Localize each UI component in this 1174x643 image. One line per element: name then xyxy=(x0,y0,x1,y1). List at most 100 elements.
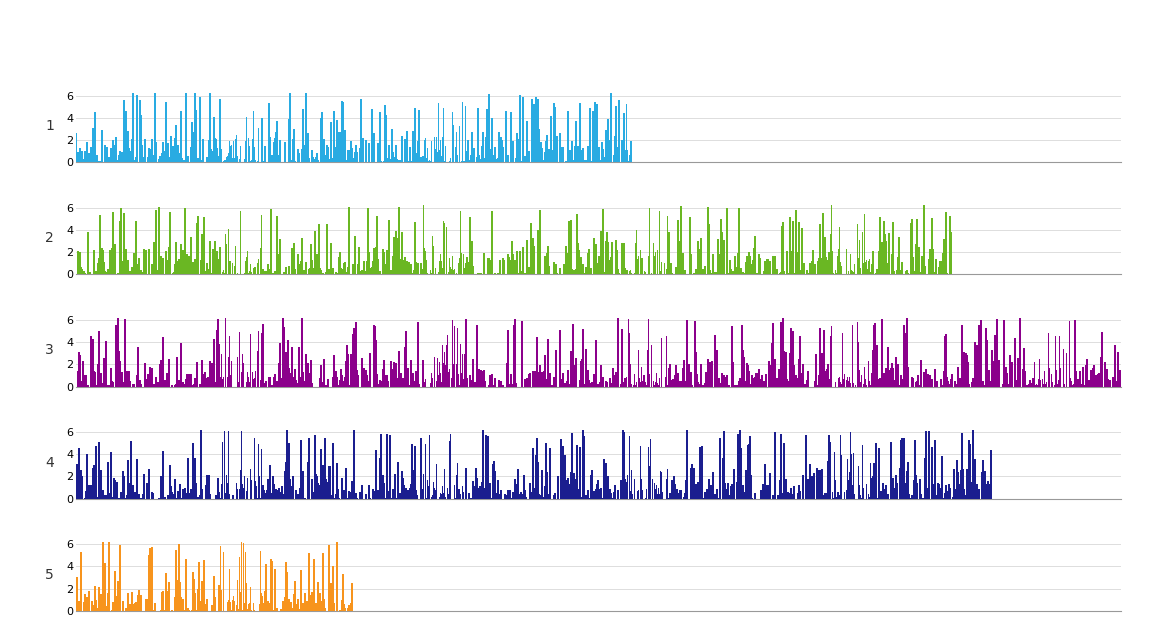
Bar xyxy=(849,472,850,499)
Bar xyxy=(248,604,249,611)
Bar xyxy=(663,264,666,275)
Bar xyxy=(774,432,776,499)
Bar xyxy=(95,271,97,275)
Bar xyxy=(283,318,284,386)
Bar xyxy=(560,158,562,163)
Bar xyxy=(600,231,601,275)
Bar xyxy=(1114,345,1116,386)
Bar xyxy=(748,252,750,275)
Bar xyxy=(586,380,588,386)
Bar xyxy=(332,444,333,499)
Bar xyxy=(101,494,103,499)
Bar xyxy=(487,154,490,163)
Bar xyxy=(716,489,718,499)
Bar xyxy=(224,431,225,499)
Bar xyxy=(706,372,707,386)
Bar xyxy=(121,266,123,275)
Bar xyxy=(549,448,551,499)
Bar xyxy=(450,435,451,499)
Bar xyxy=(610,383,613,386)
Bar xyxy=(980,320,981,386)
Bar xyxy=(601,142,602,163)
Bar xyxy=(760,258,761,275)
Bar xyxy=(387,158,389,163)
Bar xyxy=(245,583,248,611)
Bar xyxy=(321,118,322,163)
Bar xyxy=(425,251,426,275)
Bar xyxy=(676,489,679,499)
Bar xyxy=(1081,385,1084,386)
Bar xyxy=(426,158,427,163)
Bar xyxy=(263,603,265,611)
Bar xyxy=(641,478,642,499)
Bar xyxy=(877,269,878,275)
Bar xyxy=(585,267,587,275)
Bar xyxy=(540,495,542,499)
Bar xyxy=(538,462,539,499)
Bar xyxy=(423,475,425,499)
Bar xyxy=(707,489,708,499)
Bar xyxy=(1041,379,1044,386)
Bar xyxy=(554,383,555,386)
Bar xyxy=(405,160,406,163)
Bar xyxy=(485,435,487,499)
Bar xyxy=(174,264,176,275)
Bar xyxy=(1055,370,1058,386)
Bar xyxy=(302,471,304,499)
Bar xyxy=(1093,365,1095,386)
Bar xyxy=(661,262,662,275)
Bar xyxy=(1028,380,1031,386)
Bar xyxy=(689,217,691,275)
Bar xyxy=(205,377,208,386)
Bar xyxy=(123,100,124,163)
Bar xyxy=(551,116,552,163)
Bar xyxy=(553,377,555,386)
Bar xyxy=(348,150,350,163)
Bar xyxy=(587,146,588,163)
Bar xyxy=(133,385,134,386)
Bar xyxy=(239,470,242,499)
Bar xyxy=(158,498,160,499)
Bar xyxy=(434,267,437,275)
Bar xyxy=(697,241,700,275)
Bar xyxy=(262,270,263,275)
Bar xyxy=(1054,336,1057,386)
Bar xyxy=(274,484,275,499)
Bar xyxy=(903,467,904,499)
Bar xyxy=(329,466,331,499)
Bar xyxy=(168,582,170,611)
Bar xyxy=(427,487,430,499)
Bar xyxy=(403,379,405,386)
Bar xyxy=(309,385,310,386)
Bar xyxy=(230,145,232,163)
Bar xyxy=(500,490,502,499)
Bar xyxy=(547,494,549,499)
Bar xyxy=(413,222,416,275)
Bar xyxy=(375,326,376,386)
Bar xyxy=(659,377,660,386)
Bar xyxy=(345,160,346,163)
Bar xyxy=(682,253,684,275)
Bar xyxy=(559,134,561,163)
Bar xyxy=(494,471,497,499)
Bar xyxy=(607,476,608,499)
Bar xyxy=(248,377,249,386)
Bar xyxy=(279,239,282,275)
Bar xyxy=(445,496,446,499)
Bar xyxy=(654,483,655,499)
Bar xyxy=(1006,373,1007,386)
Bar xyxy=(209,361,210,386)
Bar xyxy=(387,264,389,275)
Bar xyxy=(302,318,303,386)
Bar xyxy=(708,224,710,275)
Bar xyxy=(1032,377,1033,386)
Bar xyxy=(774,255,776,275)
Bar xyxy=(865,260,868,275)
Bar xyxy=(606,481,608,499)
Bar xyxy=(329,159,331,163)
Bar xyxy=(799,270,802,275)
Bar xyxy=(488,496,491,499)
Bar xyxy=(167,591,169,611)
Bar xyxy=(502,147,504,163)
Bar xyxy=(281,377,282,386)
